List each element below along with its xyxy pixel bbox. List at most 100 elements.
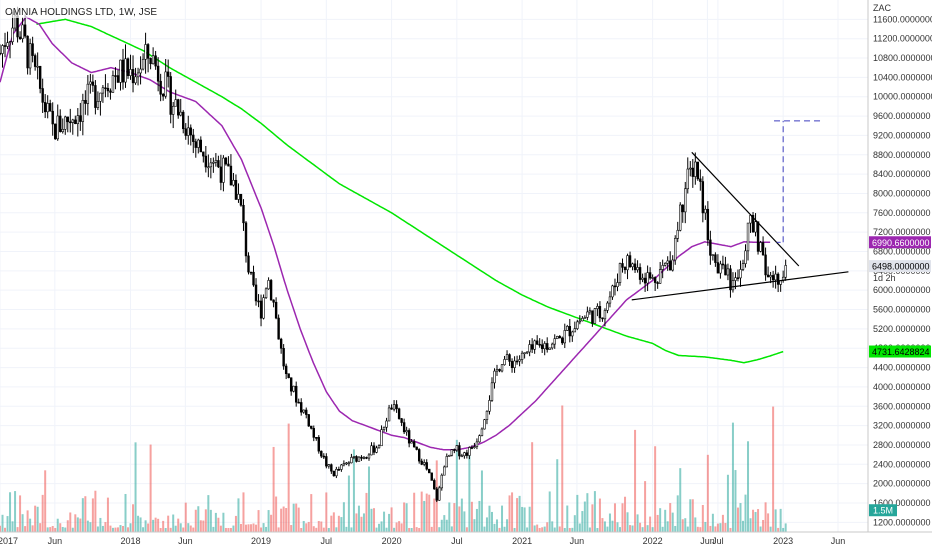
candle-body-181 — [453, 449, 456, 451]
volume-bar-108 — [270, 514, 273, 532]
volume-bar-313 — [784, 523, 787, 532]
candle-body-177 — [443, 466, 446, 476]
candle-body-280 — [701, 181, 705, 214]
volume-bar-251 — [629, 525, 632, 532]
volume-bar-193 — [483, 526, 486, 532]
candle-body-220 — [551, 343, 554, 349]
volume-bar-95 — [237, 498, 240, 532]
candle-body-195 — [488, 400, 491, 412]
volume-bar-271 — [679, 468, 682, 532]
volume-bar-157 — [393, 527, 396, 532]
candle-body-103 — [257, 300, 260, 303]
ma-slow-value-tag: 4731.6428824 — [872, 347, 930, 357]
volume-bar-106 — [265, 526, 268, 532]
candle-body-5 — [11, 27, 14, 42]
candle-body-15 — [36, 65, 39, 68]
candle-body-47 — [116, 75, 120, 83]
volume-bar-229 — [573, 515, 576, 532]
volume-bar-304 — [762, 519, 765, 532]
volume-bar-1 — [1, 514, 4, 532]
volume-bar-208 — [521, 506, 524, 532]
volume-bar-143 — [357, 505, 360, 532]
volume-bar-39 — [96, 526, 99, 532]
candle-body-119 — [297, 401, 300, 404]
candle-body-117 — [292, 385, 295, 392]
candle-body-22 — [54, 123, 57, 140]
candle-body-30 — [74, 119, 77, 125]
candle-body-98 — [244, 222, 248, 257]
candle-body-307 — [769, 275, 772, 278]
volume-bar-60 — [149, 444, 152, 532]
candle-body-201 — [503, 359, 506, 366]
volume-bar-6 — [14, 491, 17, 532]
y-tick-label-6: 3600.0000000 — [873, 401, 931, 411]
candle-body-115 — [287, 373, 290, 379]
volume-bar-298 — [747, 441, 750, 532]
candle-body-262 — [656, 282, 659, 284]
volume-bar-287 — [719, 523, 722, 532]
candle-body-245 — [613, 285, 617, 288]
volume-bar-188 — [470, 501, 473, 532]
volume-bar-258 — [646, 525, 649, 532]
candle-body-164 — [410, 441, 413, 444]
price-axis[interactable]: ZAC 1200.0000000 1600.0000000 2000.0000000 2… — [867, 0, 932, 550]
volume-bar-221 — [553, 527, 556, 532]
volume-bar-110 — [275, 496, 278, 532]
volume-bar-184 — [460, 498, 463, 532]
volume-bar-23 — [56, 518, 59, 532]
volume-bar-204 — [511, 492, 514, 532]
volume-bar-99 — [247, 524, 250, 532]
y-tick-label-17: 8000.0000000 — [873, 188, 931, 198]
volume-bar-235 — [588, 527, 591, 532]
volume-bar-111 — [277, 527, 280, 532]
candle-body-266 — [666, 260, 669, 264]
candle-body-228 — [571, 331, 574, 337]
candle-body-162 — [405, 430, 408, 433]
candle-body-172 — [430, 472, 433, 481]
time-axis[interactable]: 2017 Jun 2018 Jun 2019 Jul 2020 Jul 2021 Jun 2022 J… — [0, 531, 932, 550]
candle-body-276 — [691, 167, 694, 177]
candle-body-1 — [1, 45, 4, 54]
volume-bar-62 — [154, 517, 157, 532]
candle-body-130 — [325, 456, 328, 467]
candle-body-211 — [528, 344, 531, 353]
volume-bar-178 — [445, 519, 448, 532]
candle-body-27 — [66, 116, 69, 123]
volume-bar-288 — [721, 514, 724, 532]
candle-body-139 — [347, 462, 351, 465]
volume-bar-281 — [704, 521, 707, 532]
volume-bar-83 — [207, 495, 210, 532]
volume-bar-224 — [561, 405, 564, 532]
candle-body-243 — [608, 296, 612, 304]
candle-body-129 — [322, 455, 326, 458]
candle-body-210 — [525, 351, 529, 354]
candle-body-199 — [498, 368, 501, 372]
volume-bar-244 — [611, 520, 614, 532]
volume-bar-149 — [373, 508, 376, 532]
candle-body-217 — [543, 343, 546, 350]
candle-body-34 — [84, 100, 87, 104]
candle-body-237 — [593, 308, 597, 324]
candle-body-269 — [674, 238, 677, 261]
volume-bar-220 — [551, 521, 554, 532]
candle-body-165 — [412, 441, 416, 448]
volume-bar-154 — [385, 527, 388, 532]
ma-slow-line — [36, 18, 784, 364]
volume-bar-129 — [322, 527, 325, 532]
y-tick-label-10: 5200.0000000 — [873, 324, 931, 334]
volume-bar-146 — [365, 492, 368, 532]
candle-body-56 — [139, 68, 142, 74]
candle-body-166 — [415, 446, 418, 450]
candle-body-267 — [669, 260, 672, 271]
currency-label: ZAC — [873, 3, 892, 13]
candle-body-240 — [601, 317, 604, 320]
volume-bar-55 — [137, 515, 140, 532]
candle-body-163 — [407, 430, 411, 444]
volume-bar-228 — [571, 527, 574, 532]
y-tick-label-2: 2000.0000000 — [873, 479, 931, 489]
volume-bar-20 — [49, 527, 52, 532]
volume-bar-38 — [94, 490, 97, 532]
volume-bar-233 — [583, 501, 586, 532]
volume-bar-2 — [4, 527, 7, 532]
volume-bar-227 — [568, 527, 571, 532]
